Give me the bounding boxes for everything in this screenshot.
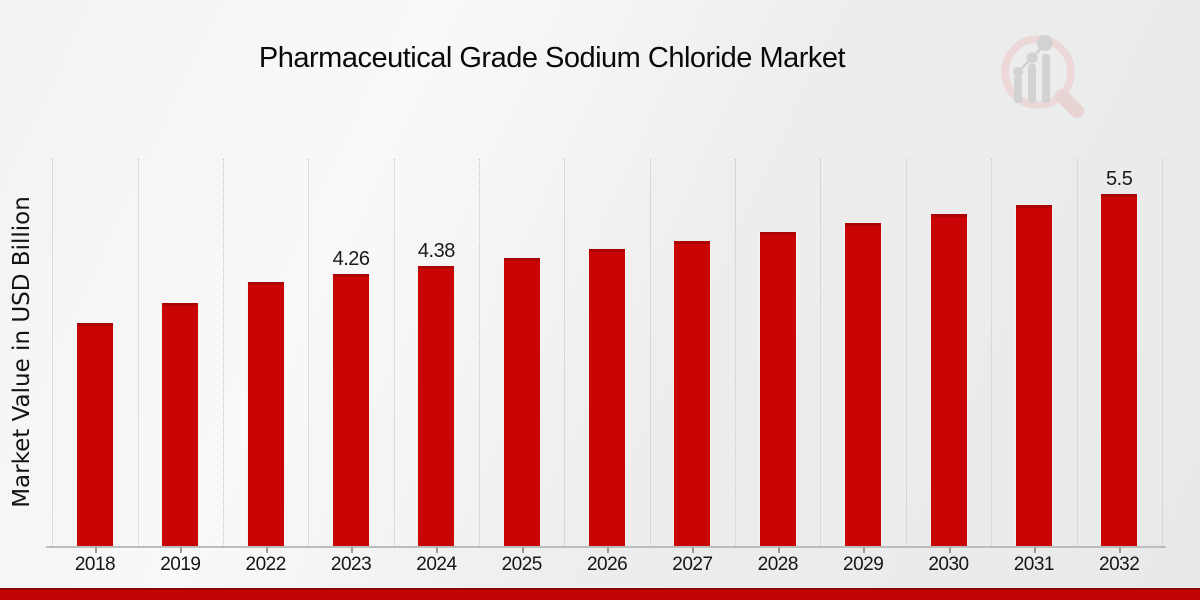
bar-2029 <box>844 223 883 546</box>
x-axis-tick <box>1033 547 1036 553</box>
x-tick-label: 2024 <box>416 554 457 575</box>
bar-2026 <box>588 249 627 546</box>
bar-2030 <box>929 214 968 546</box>
x-axis-tick <box>1119 547 1122 553</box>
x-axis-line <box>46 546 1166 548</box>
gridline <box>991 159 993 546</box>
x-tick-label: 2029 <box>843 554 884 575</box>
x-axis-tick <box>180 547 183 553</box>
x-axis-tick <box>948 547 951 553</box>
bar-2031 <box>1014 205 1053 546</box>
bar-2024 <box>417 266 456 546</box>
x-axis-tick <box>351 547 354 553</box>
x-tick-label: 2025 <box>501 554 543 575</box>
x-axis-tick <box>692 547 695 553</box>
bar-2025 <box>502 258 541 546</box>
x-axis-tick <box>436 547 439 553</box>
x-tick-label: 2032 <box>1099 554 1140 575</box>
magnifier-bar-chart-logo-icon <box>1001 35 1084 118</box>
x-tick-label: 2023 <box>330 554 372 575</box>
gridline <box>308 159 310 546</box>
x-tick-label: 2018 <box>74 554 116 575</box>
gridline <box>393 159 395 546</box>
x-tick-label: 2030 <box>928 554 969 575</box>
x-tick-label: 2019 <box>160 554 201 575</box>
gridline <box>905 159 907 546</box>
x-tick-label: 2028 <box>757 554 799 575</box>
bar-value-label: 4.38 <box>417 240 455 262</box>
x-axis-tick <box>607 547 610 553</box>
gridline <box>820 159 822 546</box>
x-axis-tick <box>863 547 866 553</box>
gridline <box>137 159 139 546</box>
gridline <box>649 159 651 546</box>
bar-2028 <box>758 232 797 546</box>
x-axis-tick <box>777 547 780 553</box>
gridline <box>1076 159 1078 546</box>
x-tick-label: 2022 <box>245 554 287 575</box>
bar-2027 <box>673 241 712 546</box>
bar-2018 <box>76 323 114 546</box>
x-axis-tick <box>95 547 97 553</box>
bar-value-label: 5.5 <box>1106 168 1133 190</box>
gridline <box>735 159 737 546</box>
x-tick-label: 2031 <box>1013 554 1055 575</box>
x-axis-tick <box>265 547 268 553</box>
x-axis-tick <box>521 547 524 553</box>
gridline <box>564 159 566 546</box>
bar-value-label: 4.26 <box>332 248 370 270</box>
chart-title: Pharmaceutical Grade Sodium Chloride Mar… <box>258 42 846 74</box>
bar-2019 <box>161 303 200 546</box>
bar-2032 <box>1100 194 1139 546</box>
footer-accent-bar <box>0 588 1200 600</box>
gridline <box>1161 159 1163 546</box>
gridline <box>479 159 481 546</box>
bar-2023 <box>332 274 371 546</box>
x-tick-label: 2027 <box>672 554 713 575</box>
gridline <box>52 159 54 546</box>
gridline <box>223 159 224 546</box>
x-tick-label: 2026 <box>586 554 628 575</box>
bar-2022 <box>246 282 285 546</box>
